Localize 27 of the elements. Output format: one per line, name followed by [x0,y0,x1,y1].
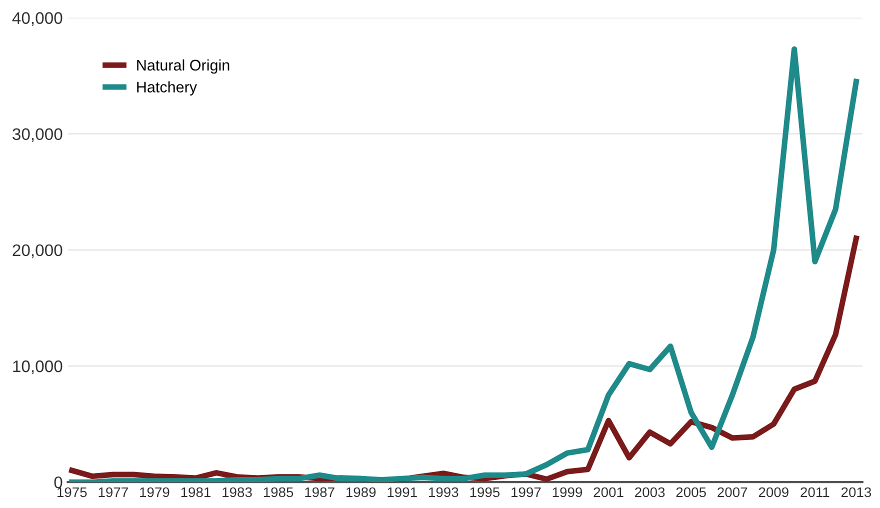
x-tick-label: 1997 [512,487,541,498]
y-tick-label: 40,000 [12,12,62,26]
x-tick-label: 2013 [841,487,872,498]
y-tick-label: 30,000 [12,128,62,142]
x-tick-label: 2005 [676,487,706,498]
x-tick-label: 1989 [346,487,376,498]
y-tick-label: 0 [54,476,62,488]
x-tick-label: 1995 [470,487,500,498]
legend-label: Natural Origin [137,59,230,74]
x-tick-label: 1977 [98,487,128,498]
x-tick-label: 1987 [305,487,334,498]
x-tick-label: 1999 [552,487,582,498]
legend-label: Hatchery [137,81,198,96]
x-tick-label: 1993 [429,487,458,498]
x-tick-label: 1981 [181,487,210,498]
y-tick-label: 10,000 [13,360,62,374]
x-tick-label: 1975 [58,487,87,498]
x-tick-label: 1985 [264,487,294,498]
x-tick-label: 2003 [635,487,665,498]
x-tick-label: 2001 [594,487,624,498]
x-tick-label: 1983 [222,487,252,498]
y-tick-label: 20,000 [12,244,62,258]
x-tick-label: 1979 [140,487,170,498]
x-tick-label: 2007 [718,487,748,498]
x-tick-label: 1991 [388,487,417,498]
x-tick-label: 2011 [800,487,830,498]
x-tick-label: 2009 [758,487,788,498]
